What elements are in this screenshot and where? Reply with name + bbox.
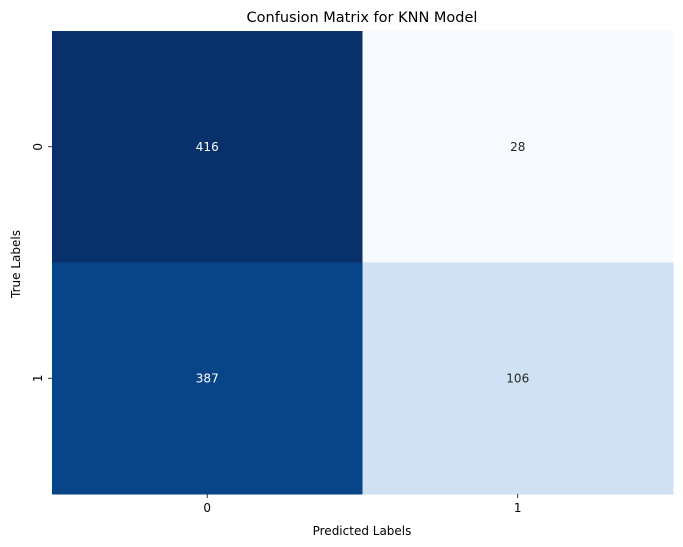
y-tick-label-0: 0: [31, 143, 45, 151]
x-tick-label-0: 0: [203, 501, 211, 515]
heatmap-cell-r0-c1: [362, 31, 674, 263]
cell-value-r0-c0: 416: [196, 140, 219, 154]
chart-title: Confusion Matrix for KNN Model: [247, 10, 478, 26]
cell-value-r1-c1: 106: [506, 371, 529, 385]
heatmap-cell-labels: 416 28 387 106: [196, 140, 529, 386]
heatmap-cell-r1-c1: [362, 262, 674, 495]
heatmap-cell-r1-c0: [52, 262, 363, 495]
y-axis-ticks: 01: [31, 143, 52, 382]
cell-value-r1-c0: 387: [196, 371, 219, 385]
cell-value-r0-c1: 28: [510, 140, 525, 154]
y-axis-label: True Labels: [9, 230, 23, 299]
y-tick-label-1: 1: [31, 374, 45, 382]
heatmap-cells: [52, 31, 674, 495]
x-axis-label: Predicted Labels: [313, 524, 412, 538]
x-tick-label-1: 1: [514, 501, 522, 515]
heatmap-cell-r0-c0: [52, 31, 363, 263]
